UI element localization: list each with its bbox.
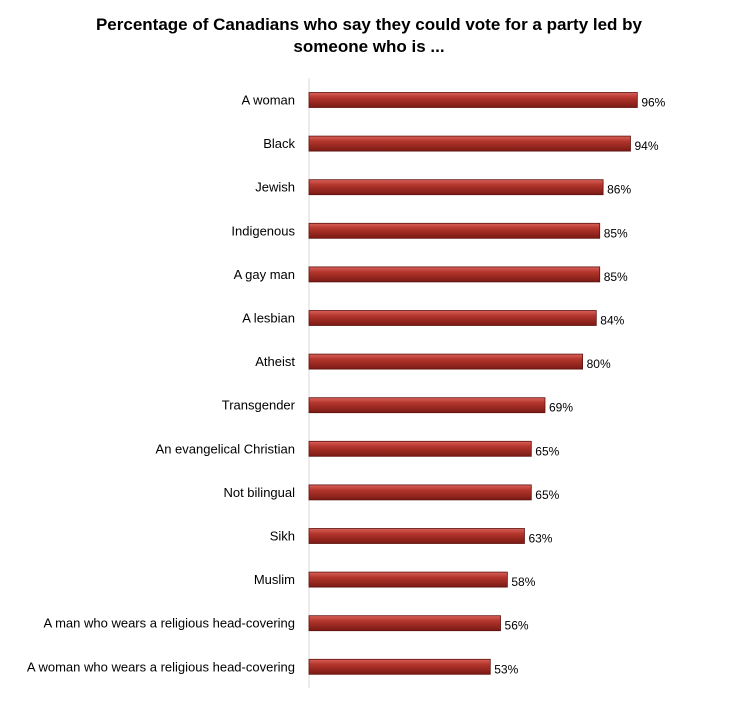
bar bbox=[308, 310, 597, 326]
bars-group: A woman 96% Black 94% Jewish 86% Indigenous 85%… bbox=[27, 92, 666, 676]
bar bbox=[308, 528, 525, 544]
bar bbox=[308, 571, 508, 588]
category-label: A gay man bbox=[234, 267, 295, 282]
value-label: 53% bbox=[494, 662, 518, 676]
bar bbox=[308, 135, 631, 152]
value-label: 94% bbox=[634, 139, 658, 153]
value-label: 69% bbox=[549, 401, 573, 415]
category-label: A woman bbox=[242, 93, 295, 108]
category-label: Jewish bbox=[255, 180, 295, 195]
value-label: 85% bbox=[604, 270, 628, 284]
value-label: 85% bbox=[604, 226, 628, 240]
bar bbox=[308, 179, 604, 196]
category-label: Sikh bbox=[270, 529, 295, 544]
category-label: Transgender bbox=[222, 398, 296, 413]
category-label: Atheist bbox=[255, 354, 295, 369]
category-label: An evangelical Christian bbox=[156, 441, 295, 456]
value-label: 63% bbox=[528, 532, 552, 546]
value-label: 56% bbox=[505, 619, 529, 633]
value-label: 58% bbox=[511, 575, 535, 589]
bar bbox=[308, 397, 546, 414]
bar bbox=[308, 92, 638, 108]
value-label: 80% bbox=[587, 357, 611, 371]
category-label: A woman who wears a religious head-cover… bbox=[27, 659, 295, 674]
bar bbox=[308, 440, 532, 457]
category-label: A man who wears a religious head-coverin… bbox=[44, 616, 295, 631]
value-label: 96% bbox=[641, 96, 665, 110]
category-label: A lesbian bbox=[242, 311, 295, 326]
bar bbox=[308, 353, 584, 370]
chart-title-line-2: someone who is ... bbox=[293, 37, 445, 56]
bar bbox=[308, 615, 501, 632]
chart-title: Percentage of Canadians who say they cou… bbox=[0, 14, 738, 58]
bar bbox=[308, 484, 532, 501]
bar bbox=[308, 222, 601, 239]
bar bbox=[308, 658, 491, 675]
category-label: Black bbox=[263, 136, 295, 151]
value-label: 84% bbox=[600, 314, 624, 328]
category-label: Indigenous bbox=[231, 223, 295, 238]
bar bbox=[308, 266, 601, 283]
chart-title-line-1: Percentage of Canadians who say they cou… bbox=[95, 15, 643, 34]
value-label: 86% bbox=[607, 183, 631, 197]
category-label: Muslim bbox=[254, 572, 295, 587]
value-label: 65% bbox=[535, 488, 559, 502]
value-label: 65% bbox=[535, 444, 559, 458]
category-label: Not bilingual bbox=[223, 485, 295, 500]
